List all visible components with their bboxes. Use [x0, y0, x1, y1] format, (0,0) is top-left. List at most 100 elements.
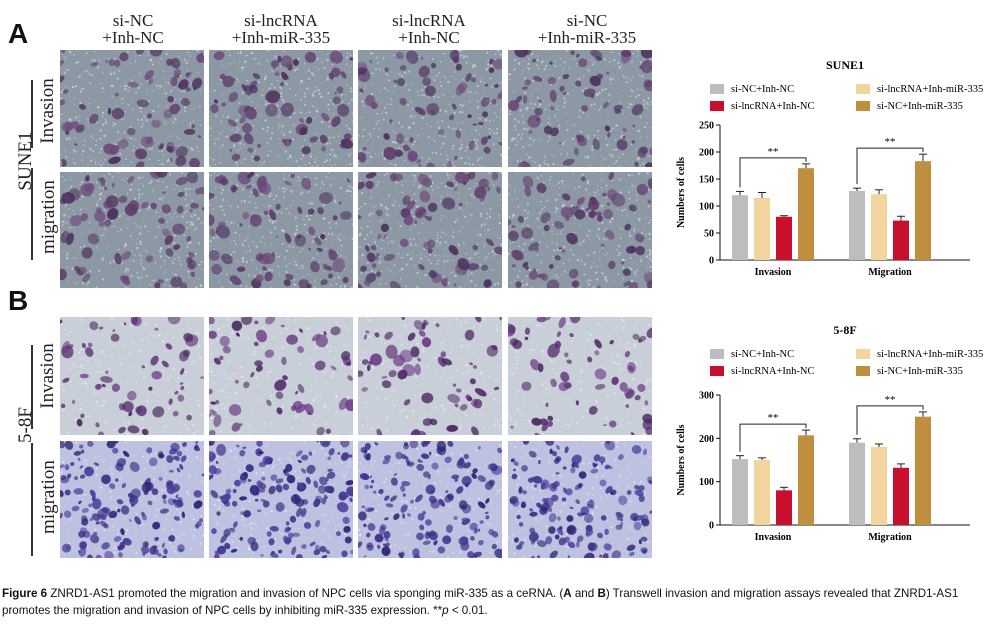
legend-swatch: [710, 84, 724, 94]
row-label-migration-b: migration: [38, 460, 59, 534]
legend-swatch: [856, 84, 870, 94]
row-label-invasion-a: Invasion: [37, 78, 58, 144]
micrograph-b-migration-4: [508, 441, 652, 558]
significance-bracket: [856, 405, 924, 435]
micrograph-a-invasion-2: [209, 50, 353, 167]
micrograph-a-invasion-4: [508, 50, 652, 167]
significance-label: **: [768, 412, 779, 424]
y-tick-label: 200: [699, 434, 714, 445]
column-header-1: si-NC +Inh-NC: [102, 11, 164, 47]
row-divider-a2: [31, 168, 33, 260]
micrograph-b-invasion-3: [358, 317, 502, 435]
column-header-3: si-lncRNA +Inh-NC: [392, 11, 466, 47]
legend-label: si-NC+Inh-miR-335: [877, 366, 963, 377]
column-header-4: si-NC +Inh-miR-335: [537, 11, 637, 47]
caption-text-2: ) Transwell invasion and migration assay…: [2, 587, 959, 617]
micrograph-a-migration-2: [209, 172, 353, 288]
significance-label: **: [885, 394, 896, 406]
micrograph-a-invasion-1: [60, 50, 204, 167]
caption-bold-b: B: [597, 587, 606, 600]
legend-label: si-lncRNA+Inh-miR-335: [877, 84, 983, 95]
y-axis-label: Numbers of cells: [676, 157, 687, 228]
panel-letter-b: B: [8, 285, 29, 316]
legend-swatch: [710, 349, 724, 359]
micrograph-b-invasion-1: [60, 317, 204, 435]
bar-si-lncRNA+Inh-NC: [893, 467, 909, 525]
y-tick-label: 250: [699, 121, 714, 132]
row-divider-a1: [31, 80, 33, 148]
legend-swatch: [710, 366, 724, 376]
cell-line-label-5-8f: 5-8F: [15, 407, 36, 443]
chart-title: 5-8F: [833, 323, 856, 337]
x-category-label: Invasion: [755, 532, 792, 543]
micrograph-a-invasion-3: [358, 50, 502, 167]
y-axis-label: Numbers of cells: [676, 424, 687, 495]
row-label-invasion-b: Invasion: [37, 343, 58, 409]
bar-si-NC+Inh-miR-335: [798, 168, 814, 260]
legend-swatch: [710, 101, 724, 111]
bar-si-lncRNA+Inh-miR-335: [754, 460, 770, 525]
significance-bracket: [856, 147, 924, 185]
row-divider-b2: [31, 443, 33, 556]
bar-si-NC+Inh-miR-335: [915, 161, 931, 260]
legend-label: si-lncRNA+Inh-NC: [731, 366, 815, 377]
caption-p-symbol: p: [442, 604, 449, 617]
micrograph-b-migration-2: [209, 441, 353, 558]
bar-si-lncRNA+Inh-NC: [776, 490, 792, 525]
legend-label: si-lncRNA+Inh-miR-335: [877, 349, 983, 360]
bar-si-NC+Inh-miR-335: [915, 416, 931, 525]
legend-label: si-lncRNA+Inh-NC: [731, 101, 815, 112]
bar-si-lncRNA+Inh-NC: [893, 220, 909, 260]
legend-label: si-NC+Inh-miR-335: [877, 101, 963, 112]
x-category-label: Invasion: [755, 267, 792, 278]
bar-si-NC+Inh-NC: [849, 442, 865, 525]
legend-swatch: [856, 101, 870, 111]
row-label-migration-a: migration: [38, 180, 59, 254]
micrograph-b-invasion-2: [209, 317, 353, 435]
legend-swatch: [856, 349, 870, 359]
micrograph-a-migration-4: [508, 172, 652, 288]
micrograph-a-migration-1: [60, 172, 204, 288]
y-tick-label: 0: [709, 256, 714, 267]
micrograph-b-migration-3: [358, 441, 502, 558]
panel-letter-a: A: [8, 18, 29, 49]
caption-and: and: [571, 587, 598, 600]
y-tick-label: 300: [699, 391, 714, 402]
bar-si-lncRNA+Inh-NC: [776, 216, 792, 260]
bar-si-NC+Inh-miR-335: [798, 435, 814, 525]
row-divider-b1: [31, 345, 33, 429]
column-header-2: si-lncRNA +Inh-miR-335: [231, 11, 331, 47]
bar-si-NC+Inh-NC: [732, 195, 748, 260]
micrograph-b-migration-1: [60, 441, 204, 558]
legend-label: si-NC+Inh-NC: [731, 349, 794, 360]
x-category-label: Migration: [868, 532, 912, 543]
y-tick-label: 50: [704, 229, 714, 240]
caption-text-3: < 0.01.: [448, 604, 488, 617]
chart-title: SUNE1: [826, 58, 864, 72]
bar-si-NC+Inh-NC: [732, 459, 748, 525]
micrograph-b-invasion-4: [508, 317, 652, 435]
figure-caption: Figure 6 ZNRD1-AS1 promoted the migratio…: [2, 585, 987, 619]
legend-label: si-NC+Inh-NC: [731, 84, 794, 95]
significance-label: **: [768, 146, 779, 158]
significance-label: **: [885, 136, 896, 148]
bar-si-lncRNA+Inh-miR-335: [754, 197, 770, 260]
cell-line-label-sune1: SUNE1: [15, 131, 36, 191]
y-tick-label: 0: [709, 521, 714, 532]
y-tick-label: 200: [699, 148, 714, 159]
y-tick-label: 100: [699, 202, 714, 213]
bar-chart-sune1: SUNE1 si-NC+Inh-NC si-lncRNA+Inh-miR-335 si…: [676, 58, 983, 278]
micrograph-a-migration-3: [358, 172, 502, 288]
caption-bold-a: A: [563, 587, 572, 600]
x-category-label: Migration: [868, 267, 912, 278]
bar-si-NC+Inh-NC: [849, 190, 865, 260]
y-tick-label: 100: [699, 477, 714, 488]
y-tick-label: 150: [699, 175, 714, 186]
bar-chart-5-8f: 5-8F si-NC+Inh-NC si-lncRNA+Inh-miR-335 si-…: [676, 323, 983, 543]
significance-bracket: [739, 157, 807, 188]
bar-si-lncRNA+Inh-miR-335: [871, 447, 887, 525]
caption-label: Figure 6: [2, 587, 48, 600]
significance-bracket: [739, 423, 807, 452]
caption-text-1: ZNRD1-AS1 promoted the migration and inv…: [47, 587, 564, 600]
bar-si-lncRNA+Inh-miR-335: [871, 194, 887, 260]
